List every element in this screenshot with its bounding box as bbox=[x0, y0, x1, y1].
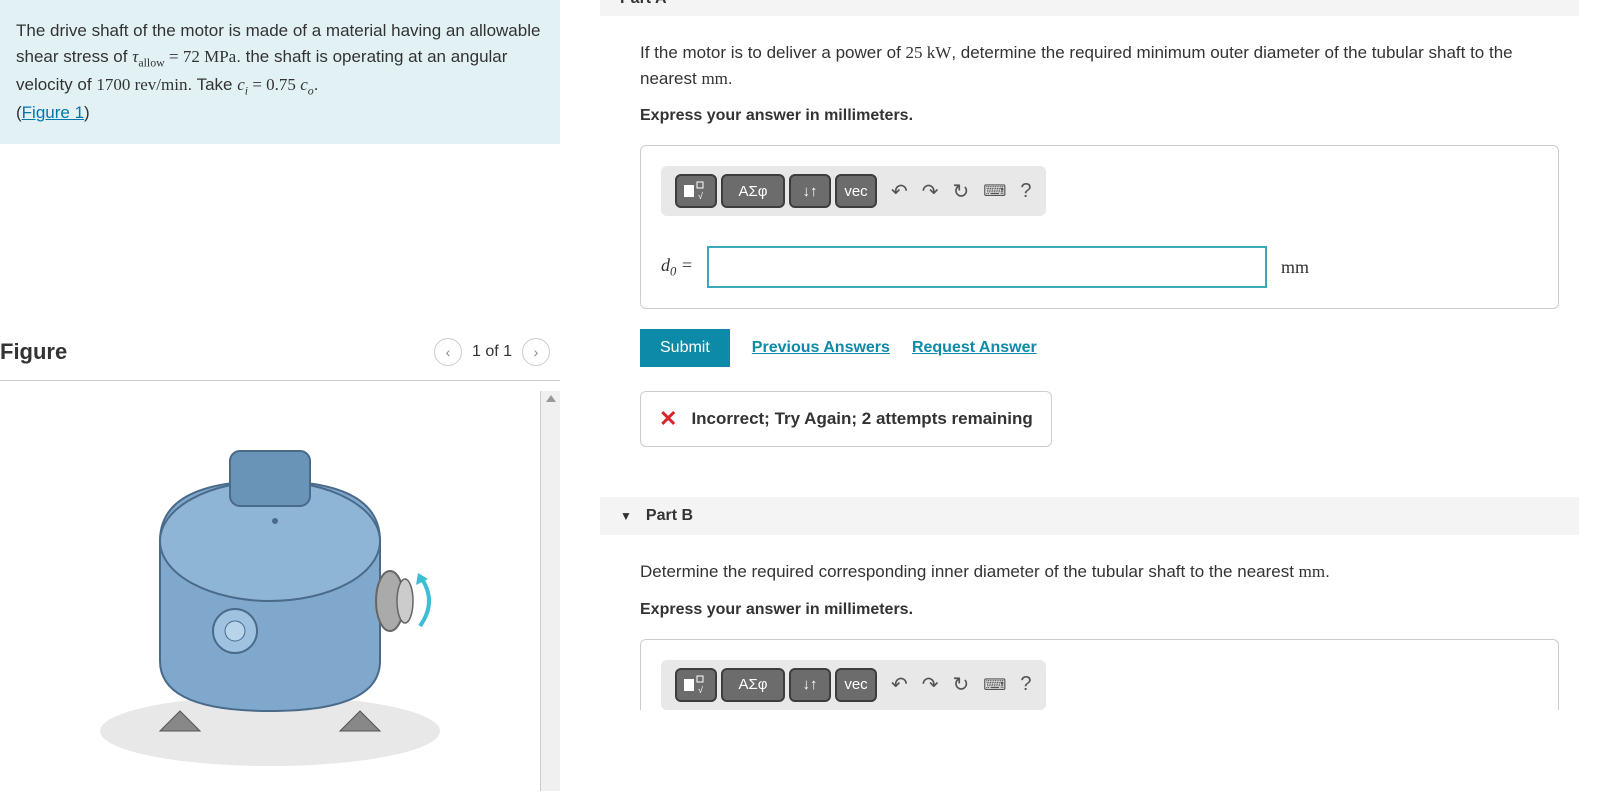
redo-icon[interactable]: ↷ bbox=[922, 179, 939, 204]
figure-counter: 1 of 1 bbox=[472, 343, 512, 361]
subscript-button-b[interactable]: ↓↑ bbox=[789, 668, 831, 702]
help-icon[interactable]: ? bbox=[1020, 180, 1031, 203]
part-b-title: Part B bbox=[646, 507, 693, 525]
figure-next-button[interactable]: › bbox=[522, 338, 550, 366]
figure-area bbox=[0, 391, 560, 791]
part-a-header[interactable]: Part A bbox=[600, 0, 1579, 16]
right-panel: Part A If the motor is to deliver a powe… bbox=[560, 0, 1599, 791]
variable-label: d0 = bbox=[661, 255, 693, 280]
undo-icon-b[interactable]: ↶ bbox=[891, 672, 908, 697]
part-a-answer-box: √ ΑΣφ ↓↑ vec ↶ ↷ ↻ ⌨ ? d0 = mm bbox=[640, 145, 1559, 309]
previous-answers-link[interactable]: Previous Answers bbox=[752, 339, 890, 357]
motor-illustration bbox=[70, 411, 470, 771]
problem-statement: The drive shaft of the motor is made of … bbox=[0, 0, 560, 144]
feedback-box: ✕ Incorrect; Try Again; 2 attempts remai… bbox=[640, 391, 1052, 447]
incorrect-icon: ✕ bbox=[659, 406, 677, 432]
template-button[interactable]: √ bbox=[675, 174, 717, 208]
submit-row: Submit Previous Answers Request Answer bbox=[600, 329, 1579, 391]
part-b-answer-box: √ ΑΣφ ↓↑ vec ↶ ↷ ↻ ⌨ ? bbox=[640, 639, 1559, 710]
figure-prev-button[interactable]: ‹ bbox=[434, 338, 462, 366]
part-a-title: Part A bbox=[620, 0, 667, 8]
help-icon-b[interactable]: ? bbox=[1020, 673, 1031, 696]
equation-toolbar: √ ΑΣφ ↓↑ vec ↶ ↷ ↻ ⌨ ? bbox=[661, 166, 1046, 216]
submit-button[interactable]: Submit bbox=[640, 329, 730, 367]
q-before: If the motor is to deliver a power of bbox=[640, 43, 906, 62]
figure-title: Figure bbox=[0, 339, 67, 365]
figure-link[interactable]: Figure 1 bbox=[22, 103, 84, 122]
input-row: d0 = mm bbox=[661, 246, 1538, 288]
svg-text:√: √ bbox=[698, 685, 703, 695]
scroll-up-icon bbox=[546, 395, 556, 402]
unit-label: mm bbox=[1281, 257, 1309, 278]
q-power: 25 kW bbox=[906, 43, 952, 62]
vector-button[interactable]: vec bbox=[835, 174, 877, 208]
svg-text:√: √ bbox=[698, 191, 703, 201]
part-b-header[interactable]: ▼ Part B bbox=[600, 497, 1579, 535]
greek-button[interactable]: ΑΣφ bbox=[721, 174, 785, 208]
greek-button-b[interactable]: ΑΣφ bbox=[721, 668, 785, 702]
subscript-button[interactable]: ↓↑ bbox=[789, 174, 831, 208]
left-panel: The drive shaft of the motor is made of … bbox=[0, 0, 560, 791]
request-answer-link[interactable]: Request Answer bbox=[912, 339, 1037, 357]
q-nearest: mm bbox=[701, 69, 727, 88]
keyboard-icon-b[interactable]: ⌨ bbox=[983, 675, 1006, 695]
qb-nearest: mm bbox=[1299, 562, 1325, 581]
part-b-question: Determine the required corresponding inn… bbox=[600, 559, 1579, 601]
feedback-text: Incorrect; Try Again; 2 attempts remaini… bbox=[691, 409, 1032, 429]
qb-text: Determine the required corresponding inn… bbox=[640, 562, 1299, 581]
figure-nav: ‹ 1 of 1 › bbox=[434, 338, 550, 366]
answer-input[interactable] bbox=[707, 246, 1267, 288]
part-a-instruction: Express your answer in millimeters. bbox=[600, 107, 1579, 145]
collapse-icon: ▼ bbox=[620, 509, 632, 523]
reset-icon-b[interactable]: ↻ bbox=[953, 672, 970, 697]
equation-toolbar-b: √ ΑΣφ ↓↑ vec ↶ ↷ ↻ ⌨ ? bbox=[661, 660, 1046, 710]
reset-icon[interactable]: ↻ bbox=[953, 179, 970, 204]
part-a-question: If the motor is to deliver a power of 25… bbox=[600, 40, 1579, 107]
template-button-b[interactable]: √ bbox=[675, 668, 717, 702]
vector-button-b[interactable]: vec bbox=[835, 668, 877, 702]
figure-image bbox=[0, 391, 540, 791]
redo-icon-b[interactable]: ↷ bbox=[922, 672, 939, 697]
problem-text: The drive shaft of the motor is made of … bbox=[16, 21, 540, 94]
undo-icon[interactable]: ↶ bbox=[891, 179, 908, 204]
figure-scrollbar[interactable] bbox=[540, 391, 560, 791]
keyboard-icon[interactable]: ⌨ bbox=[983, 181, 1006, 201]
part-b-instruction: Express your answer in millimeters. bbox=[600, 601, 1579, 639]
figure-header: Figure ‹ 1 of 1 › bbox=[0, 324, 560, 381]
